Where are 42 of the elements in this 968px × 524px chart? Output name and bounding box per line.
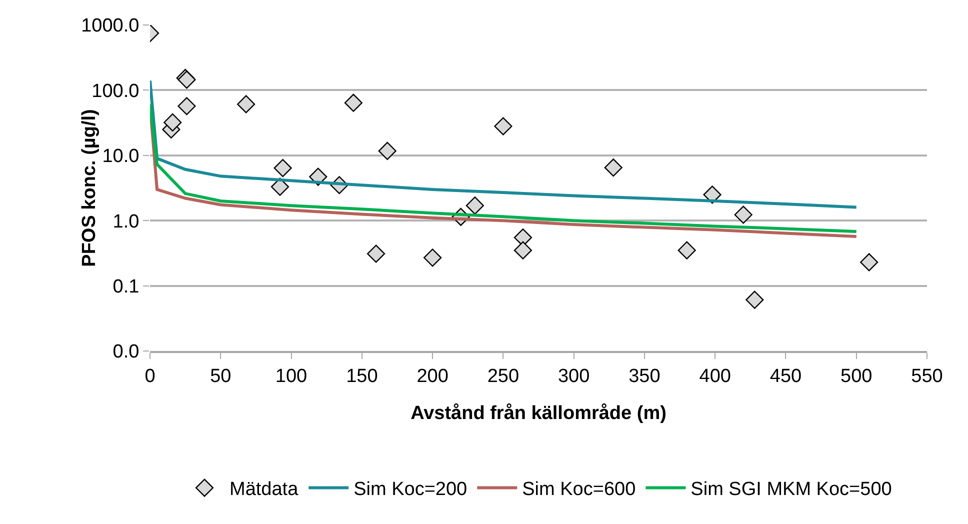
legend-label: Sim Koc=600 xyxy=(522,479,636,500)
point xyxy=(494,117,512,136)
point xyxy=(746,290,764,309)
x-tick-label: 500 xyxy=(840,366,872,387)
x-tick-label: 300 xyxy=(558,366,590,387)
x-axis-title: Avstånd från källområde (m) xyxy=(410,403,666,424)
point xyxy=(734,206,752,224)
y-axis-title: PFOS konc. (µg/l) xyxy=(79,109,100,267)
point xyxy=(270,178,290,196)
y-tick-label: 100.0 xyxy=(92,80,140,102)
x-tick-label: 450 xyxy=(770,366,802,387)
x-tick-label: 200 xyxy=(416,366,448,387)
x-tick-label: 100 xyxy=(275,366,308,387)
y-tick-label: 1.0 xyxy=(112,211,140,232)
y-tick-label: 0.1 xyxy=(112,276,140,298)
legend-label: Mätdata xyxy=(230,479,299,500)
point xyxy=(237,95,256,114)
point xyxy=(860,253,878,272)
legend-label: Sim SGI MKM Koc=500 xyxy=(690,479,892,500)
point xyxy=(466,196,484,215)
x-tick-label: 50 xyxy=(210,366,232,387)
line-series xyxy=(150,79,858,209)
x-tick-label: 150 xyxy=(346,366,378,387)
point xyxy=(274,158,292,178)
point xyxy=(164,113,182,132)
x-tick-label: 0 xyxy=(144,366,156,387)
point xyxy=(178,97,196,116)
point xyxy=(514,241,532,260)
point xyxy=(366,244,386,263)
point xyxy=(344,94,362,112)
x-tick-label: 550 xyxy=(911,366,943,387)
y-tick-label: 1000.0 xyxy=(81,16,140,37)
point xyxy=(604,158,622,177)
point xyxy=(378,142,396,160)
x-tick-label: 350 xyxy=(628,366,660,387)
x-tick-label: 400 xyxy=(699,366,731,387)
legend-label: Sim Koc=200 xyxy=(354,479,468,500)
point xyxy=(424,248,442,267)
x-tick-label: 250 xyxy=(487,366,520,387)
y-tick-label: 10.0 xyxy=(102,146,140,168)
point xyxy=(678,241,696,260)
y-tick-label: 0.0 xyxy=(112,342,140,363)
